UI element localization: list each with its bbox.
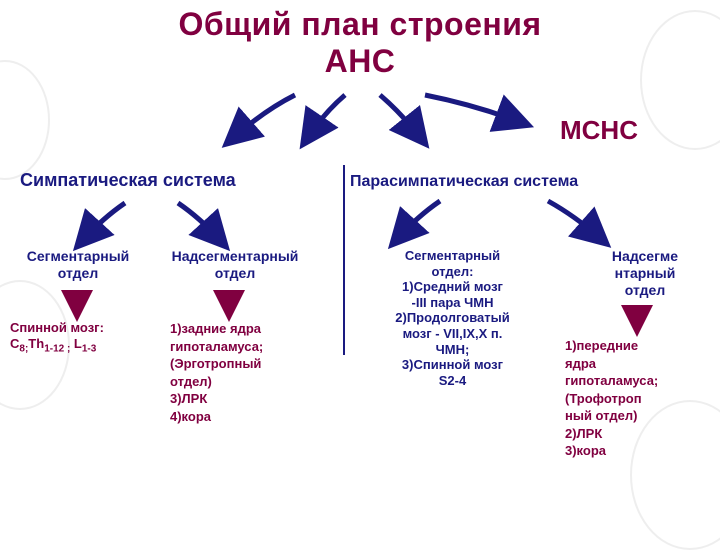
list2-block: 1)передние ядра гипоталамуса; (Трофотроп… [565,337,715,460]
arrow-seg1-down [70,290,84,318]
segmental2-header: Сегментарный отдел: [405,248,500,279]
mcnc-label: МСНС [560,115,638,146]
arrow-supra2-down [630,305,644,333]
arrow-supra1-down [222,290,236,318]
arrow-para-right [540,198,610,246]
arrow-symp-left [75,200,135,248]
arrow-ans-1 [225,90,305,150]
segmental2-block: Сегментарный отдел: 1)Средний мозг -III … [355,248,550,388]
divider-line [342,165,346,355]
title-line2: АНС [325,43,396,79]
title-line1: Общий план строения [178,6,541,42]
spinal-line1: Спинной мозг: [10,320,104,335]
list1-block: 1)задние ядра гипоталамуса; (Эрготропный… [170,320,340,425]
segmental2-items: 1)Средний мозг -III пара ЧМН 2)Продолгов… [395,279,509,388]
supraseg2-label: Надсегме нтарный отдел [585,248,705,298]
spinal-block: Спинной мозг: C8;Th1-12 ; L1-3 [10,320,170,355]
page-title: Общий план строения АНС [0,6,720,80]
spinal-c: C [10,336,19,351]
sympathetic-label: Симпатическая система [20,170,340,192]
segmental1-label: Сегментарный отдел [8,248,148,282]
supraseg1-label: Надсегментарный отдел [145,248,325,282]
arrow-para-left [390,198,450,246]
arrow-ans-2 [300,92,360,147]
parasympathetic-label: Парасимпатическая система [350,172,710,191]
arrow-ans-4 [420,90,530,135]
arrow-symp-right [170,200,230,248]
